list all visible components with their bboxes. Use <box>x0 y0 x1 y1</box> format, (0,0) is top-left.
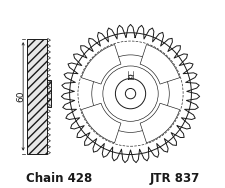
Polygon shape <box>81 103 120 143</box>
Polygon shape <box>61 24 199 163</box>
Text: ϕ: ϕ <box>169 90 174 96</box>
Text: 92: 92 <box>140 80 153 90</box>
Text: ϕ: ϕ <box>128 133 132 139</box>
Text: JTR 837: JTR 837 <box>149 172 199 185</box>
Polygon shape <box>81 45 120 84</box>
Polygon shape <box>140 45 179 84</box>
Circle shape <box>125 89 135 99</box>
Polygon shape <box>140 103 179 143</box>
Text: 60: 60 <box>16 91 25 102</box>
Polygon shape <box>27 39 47 154</box>
Text: Chain 428: Chain 428 <box>26 172 92 185</box>
Polygon shape <box>47 80 51 108</box>
Text: 10.3: 10.3 <box>137 65 153 74</box>
Text: ϕ: ϕ <box>86 90 90 96</box>
